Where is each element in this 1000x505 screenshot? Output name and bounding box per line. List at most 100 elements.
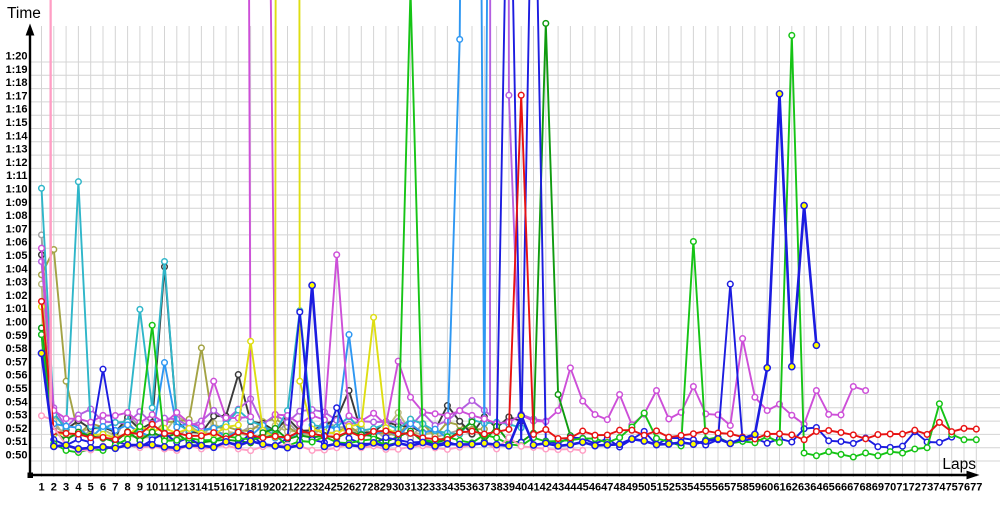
- svg-text:0:51: 0:51: [5, 436, 27, 448]
- svg-text:54: 54: [687, 482, 700, 494]
- svg-text:7: 7: [112, 482, 118, 494]
- svg-text:27: 27: [355, 482, 367, 494]
- svg-text:0:56: 0:56: [5, 370, 27, 382]
- svg-text:22: 22: [294, 482, 306, 494]
- svg-text:50: 50: [638, 482, 650, 494]
- svg-text:15: 15: [208, 482, 220, 494]
- svg-text:1:12: 1:12: [5, 157, 27, 169]
- svg-text:39: 39: [503, 482, 515, 494]
- svg-text:1:02: 1:02: [5, 290, 27, 302]
- svg-text:3: 3: [63, 482, 69, 494]
- svg-text:49: 49: [626, 482, 638, 494]
- svg-text:0:55: 0:55: [5, 383, 27, 395]
- svg-text:20: 20: [269, 482, 281, 494]
- svg-text:13: 13: [183, 482, 195, 494]
- svg-text:64: 64: [810, 482, 823, 494]
- svg-text:42: 42: [540, 482, 552, 494]
- svg-text:43: 43: [552, 482, 564, 494]
- svg-text:51: 51: [650, 482, 662, 494]
- svg-text:56: 56: [712, 482, 724, 494]
- svg-text:1:07: 1:07: [5, 223, 27, 235]
- svg-text:33: 33: [429, 482, 441, 494]
- svg-text:76: 76: [958, 482, 970, 494]
- svg-text:71: 71: [896, 482, 908, 494]
- svg-text:0:59: 0:59: [5, 330, 27, 342]
- svg-text:1:09: 1:09: [5, 197, 27, 209]
- svg-text:45: 45: [577, 482, 589, 494]
- svg-text:1:13: 1:13: [5, 144, 27, 156]
- svg-text:Laps: Laps: [942, 456, 976, 473]
- svg-text:41: 41: [527, 482, 539, 494]
- svg-text:34: 34: [441, 482, 454, 494]
- svg-text:68: 68: [859, 482, 871, 494]
- svg-text:32: 32: [417, 482, 429, 494]
- svg-text:0:50: 0:50: [5, 450, 27, 462]
- svg-text:1:05: 1:05: [5, 250, 27, 262]
- svg-text:1:18: 1:18: [5, 77, 27, 89]
- svg-text:61: 61: [773, 482, 785, 494]
- svg-text:6: 6: [100, 482, 106, 494]
- svg-text:47: 47: [601, 482, 613, 494]
- svg-text:46: 46: [589, 482, 601, 494]
- svg-text:1:14: 1:14: [5, 130, 28, 142]
- svg-text:19: 19: [257, 482, 269, 494]
- svg-text:53: 53: [675, 482, 687, 494]
- svg-text:69: 69: [872, 482, 884, 494]
- svg-text:1:08: 1:08: [5, 210, 27, 222]
- svg-text:2: 2: [51, 482, 57, 494]
- svg-text:24: 24: [318, 482, 331, 494]
- svg-text:67: 67: [847, 482, 859, 494]
- svg-text:14: 14: [195, 482, 208, 494]
- svg-text:63: 63: [798, 482, 810, 494]
- svg-text:10: 10: [146, 482, 158, 494]
- svg-text:77: 77: [970, 482, 982, 494]
- svg-text:0:58: 0:58: [5, 343, 27, 355]
- svg-text:1:17: 1:17: [5, 90, 27, 102]
- svg-text:1:01: 1:01: [5, 303, 27, 315]
- svg-text:0:53: 0:53: [5, 410, 27, 422]
- svg-text:66: 66: [835, 482, 847, 494]
- svg-text:1:16: 1:16: [5, 104, 27, 116]
- svg-text:1:19: 1:19: [5, 64, 27, 76]
- svg-text:18: 18: [244, 482, 256, 494]
- svg-text:73: 73: [921, 482, 933, 494]
- svg-text:52: 52: [663, 482, 675, 494]
- svg-text:58: 58: [736, 482, 748, 494]
- svg-text:40: 40: [515, 482, 527, 494]
- svg-text:21: 21: [281, 482, 293, 494]
- svg-text:70: 70: [884, 482, 896, 494]
- svg-text:16: 16: [220, 482, 232, 494]
- svg-text:4: 4: [75, 482, 82, 494]
- svg-text:48: 48: [613, 482, 625, 494]
- svg-text:59: 59: [749, 482, 761, 494]
- svg-text:74: 74: [933, 482, 946, 494]
- svg-text:57: 57: [724, 482, 736, 494]
- svg-text:62: 62: [786, 482, 798, 494]
- svg-text:12: 12: [171, 482, 183, 494]
- svg-text:72: 72: [909, 482, 921, 494]
- svg-text:9: 9: [137, 482, 143, 494]
- svg-text:1:15: 1:15: [5, 117, 27, 129]
- svg-text:11: 11: [159, 482, 171, 494]
- svg-text:0:57: 0:57: [5, 356, 27, 368]
- svg-text:26: 26: [343, 482, 355, 494]
- svg-text:75: 75: [946, 482, 958, 494]
- svg-text:1:03: 1:03: [5, 277, 27, 289]
- svg-text:29: 29: [380, 482, 392, 494]
- svg-text:44: 44: [564, 482, 577, 494]
- svg-text:1:11: 1:11: [6, 170, 27, 182]
- svg-text:1:00: 1:00: [5, 317, 27, 329]
- svg-text:1: 1: [38, 482, 44, 494]
- svg-text:0:52: 0:52: [5, 423, 27, 435]
- svg-text:1:10: 1:10: [5, 184, 27, 196]
- svg-text:37: 37: [478, 482, 490, 494]
- svg-text:36: 36: [466, 482, 478, 494]
- svg-text:35: 35: [454, 482, 466, 494]
- svg-text:1:06: 1:06: [5, 237, 27, 249]
- svg-text:23: 23: [306, 482, 318, 494]
- svg-text:17: 17: [232, 482, 244, 494]
- svg-text:55: 55: [700, 482, 712, 494]
- svg-text:65: 65: [823, 482, 835, 494]
- svg-text:5: 5: [88, 482, 94, 494]
- svg-text:1:20: 1:20: [5, 51, 27, 63]
